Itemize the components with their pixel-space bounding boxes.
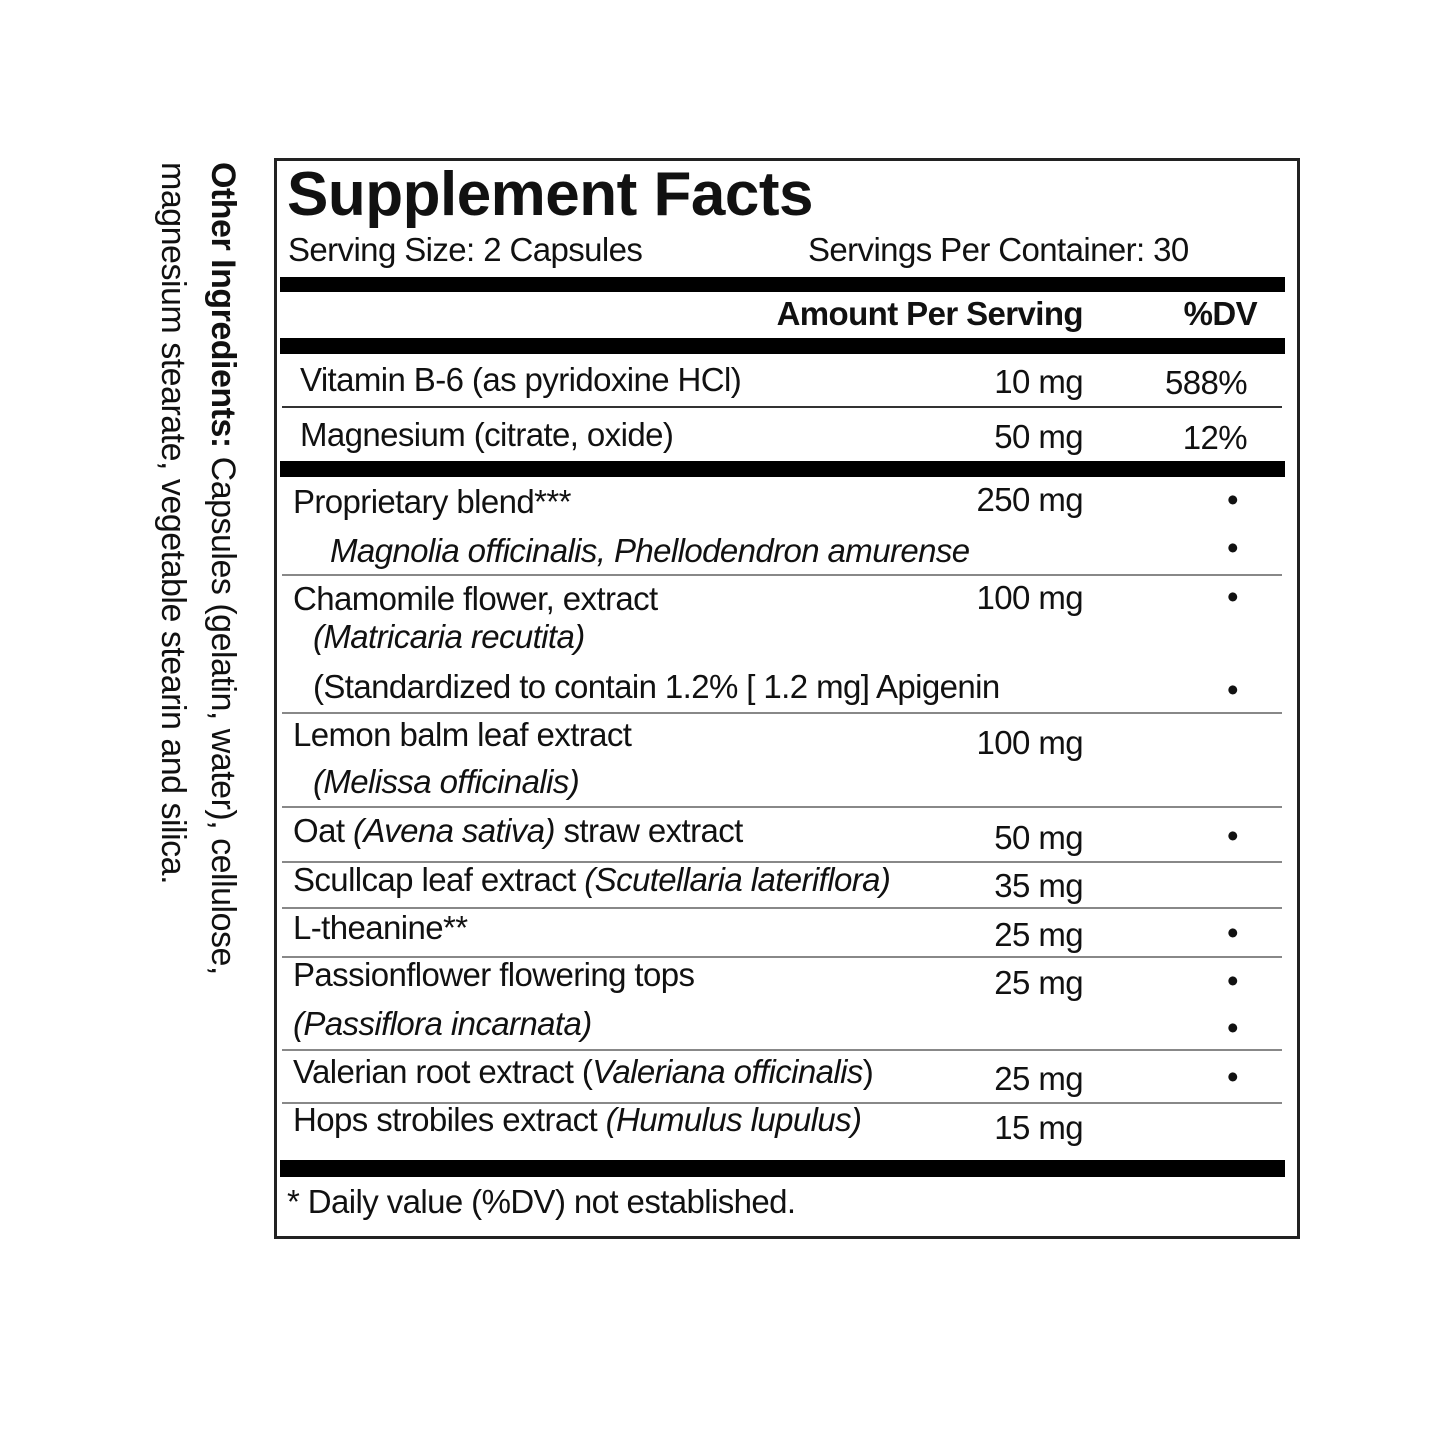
proprietary-amount: 250 mg <box>976 481 1084 518</box>
divider <box>282 956 1282 958</box>
divider <box>282 1102 1282 1104</box>
other-ingredients: Other Ingredients: Capsules (gelatin, wa… <box>148 162 248 1242</box>
vitamin-b6-dv: 588% <box>1164 364 1248 401</box>
lemon-balm-latin: (Melissa officinalis) <box>313 763 580 800</box>
valerian-amount: 25 mg <box>994 1060 1083 1097</box>
valerian-name: Valerian root extract (Valeriana officin… <box>293 1053 874 1090</box>
divider <box>282 907 1282 909</box>
divider <box>280 1160 1285 1177</box>
hops-amount: 15 mg <box>994 1109 1083 1146</box>
proprietary-name: Proprietary blend*** <box>293 483 571 520</box>
chamomile-dv: • <box>1227 578 1239 615</box>
vitamin-b6-amount: 10 mg <box>994 363 1083 400</box>
proprietary-dv: • <box>1227 481 1239 518</box>
magnesium-dv: 12% <box>1182 419 1248 456</box>
divider <box>282 806 1282 808</box>
divider <box>282 406 1282 408</box>
header-dv: %DV <box>1183 295 1258 332</box>
divider <box>282 712 1282 714</box>
magnesium-name: Magnesium (citrate, oxide) <box>300 416 674 453</box>
footnote: * Daily value (%DV) not established. <box>287 1183 796 1220</box>
header-amount: Amount Per Serving <box>776 295 1084 332</box>
proprietary-sub-dv: • <box>1227 529 1239 566</box>
passionflower-dv: • <box>1227 962 1239 999</box>
theanine-amount: 25 mg <box>994 916 1083 953</box>
vitamin-b6-name: Vitamin B-6 (as pyridoxine HCl) <box>300 361 742 398</box>
valerian-dv: • <box>1227 1058 1239 1095</box>
theanine-name: L-theanine** <box>293 909 468 946</box>
divider <box>282 861 1282 863</box>
lemon-balm-name: Lemon balm leaf extract <box>293 716 632 753</box>
divider <box>280 338 1285 354</box>
scullcap-name: Scullcap leaf extract (Scutellaria later… <box>293 861 891 898</box>
oat-dv: • <box>1227 817 1239 854</box>
servings-per-container: Servings Per Container: 30 <box>808 231 1189 268</box>
other-ingredients-text: Capsules (gelatin, water), cellulose, <box>204 447 242 975</box>
chamomile-name: Chamomile flower, extract <box>293 580 658 617</box>
divider <box>282 1049 1282 1051</box>
divider <box>282 574 1282 576</box>
other-ingredients-text-2: magnesium stearate, vegetable stearin an… <box>154 162 192 885</box>
theanine-dv: • <box>1227 914 1239 951</box>
chamomile-amount: 100 mg <box>976 579 1084 616</box>
passionflower-amount: 25 mg <box>994 964 1083 1001</box>
chamomile-standard: (Standardized to contain 1.2% [ 1.2 mg] … <box>313 668 1000 705</box>
serving-size: Serving Size: 2 Capsules <box>288 231 643 268</box>
oat-name: Oat (Avena sativa) straw extract <box>293 812 743 849</box>
divider <box>280 461 1285 477</box>
lemon-balm-amount: 100 mg <box>976 724 1084 761</box>
proprietary-sub: Magnolia officinalis, Phellodendron amur… <box>330 532 970 569</box>
chamomile-standard-dv: • <box>1227 671 1239 708</box>
panel-title: Supplement Facts <box>287 160 814 229</box>
scullcap-amount: 35 mg <box>994 867 1083 904</box>
hops-name: Hops strobiles extract (Humulus lupulus) <box>293 1101 862 1138</box>
oat-amount: 50 mg <box>994 819 1083 856</box>
divider <box>280 277 1285 292</box>
passionflower-name: Passionflower flowering tops <box>293 956 695 993</box>
passionflower-latin-dv: • <box>1227 1009 1239 1046</box>
magnesium-amount: 50 mg <box>994 418 1083 455</box>
passionflower-latin: (Passiflora incarnata) <box>293 1005 592 1042</box>
chamomile-latin: (Matricaria recutita) <box>313 618 585 655</box>
other-ingredients-label: Other Ingredients: <box>204 162 242 448</box>
supplement-facts-panel <box>274 158 1300 1239</box>
